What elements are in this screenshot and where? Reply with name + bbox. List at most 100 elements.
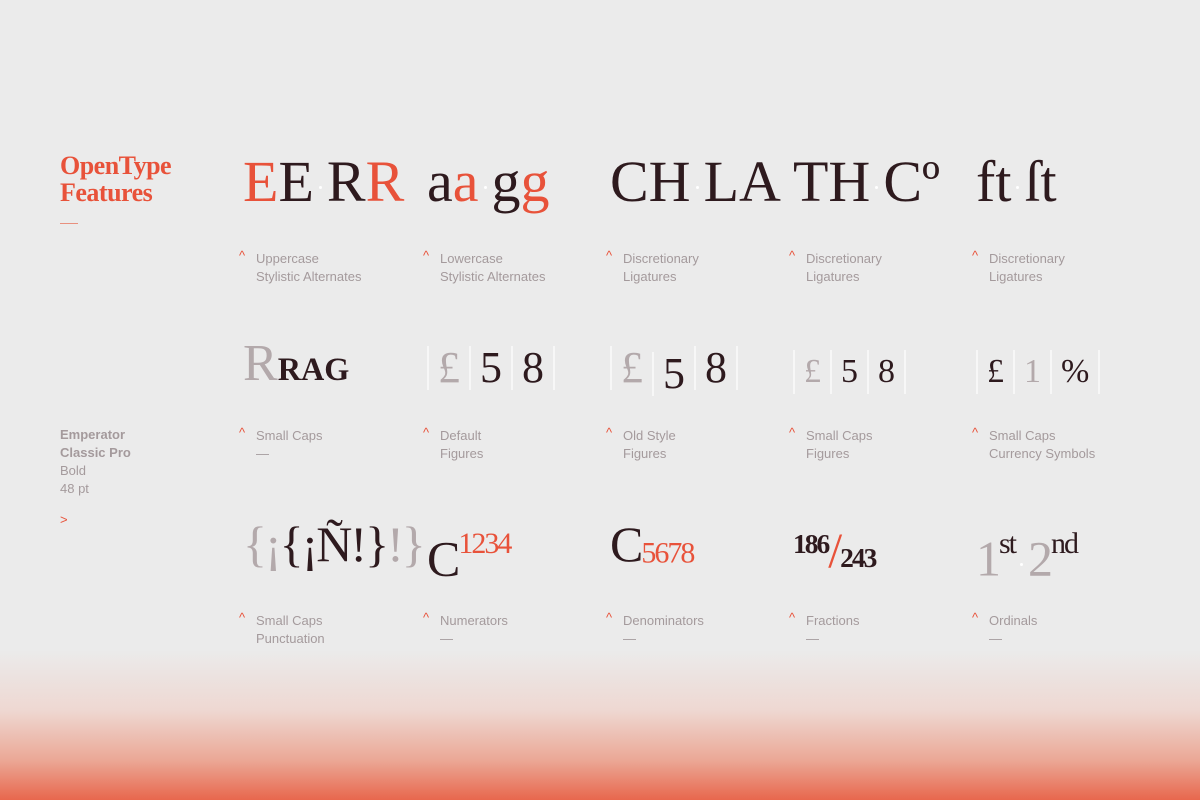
figure-glyph: 8	[511, 346, 555, 390]
glyph: R	[326, 149, 366, 214]
feature-label-line: —	[806, 631, 819, 646]
separator-dot	[1016, 186, 1020, 190]
glyph: R	[365, 149, 405, 214]
caret-up-icon: ^	[239, 425, 246, 440]
figure-glyph: £	[793, 350, 830, 394]
glyph: a	[452, 149, 479, 214]
font-name: Emperator	[60, 427, 126, 442]
glyph: g	[520, 149, 550, 214]
figure-glyph: £	[976, 350, 1013, 394]
glyph-specimen: £5 8	[610, 336, 738, 400]
glyph: RAG	[277, 351, 350, 387]
font-weight: Bold	[60, 463, 87, 478]
glyph-specimen: EE RR	[243, 150, 404, 214]
font-info: Emperator Classic Pro Bold 48 pt	[60, 426, 131, 498]
feature-label: ^ Small Caps Figures	[789, 425, 872, 463]
glyph: TH	[793, 149, 871, 214]
caret-up-icon: ^	[423, 425, 430, 440]
feature-label-line: Ligatures	[989, 269, 1043, 284]
feature-label: ^ Default Figures	[423, 425, 484, 463]
feature-label-line: Denominators	[623, 613, 704, 628]
caret-up-icon: ^	[972, 610, 979, 625]
figure-glyph: 1	[1013, 350, 1050, 394]
feature-label-line: —	[623, 631, 636, 646]
caret-up-icon: ^	[423, 248, 430, 263]
separator-dot	[1020, 562, 1024, 566]
caret-up-icon: ^	[606, 248, 613, 263]
glyph: {¡Ñ!}	[279, 516, 389, 572]
feature-label-line: Figures	[440, 446, 484, 461]
caret-up-icon: ^	[789, 610, 796, 625]
feature-label: ^ Small Caps Punctuation	[239, 610, 325, 648]
caret-up-icon: ^	[972, 248, 979, 263]
feature-label-line: —	[440, 631, 453, 646]
glyph-specimen: {¡{¡Ñ!}!}	[243, 512, 426, 576]
feature-label-line: —	[989, 631, 1002, 646]
feature-label: ^ Denominators —	[606, 610, 704, 648]
feature-label-line: Small Caps	[989, 428, 1056, 443]
glyph-specimen: TH Cº	[793, 150, 940, 214]
feature-label-line: Punctuation	[256, 631, 325, 646]
figure-glyph: £	[610, 346, 652, 390]
figure-glyph: 5	[469, 346, 511, 390]
glyph-specimen: aa gg	[427, 150, 550, 214]
figure-glyph: 5	[652, 352, 694, 396]
feature-label-line: Stylistic Alternates	[440, 269, 546, 284]
caret-up-icon: ^	[972, 425, 979, 440]
feature-label-line: Small Caps	[256, 428, 323, 443]
caret-up-icon: ^	[423, 610, 430, 625]
figure-glyph: 8	[694, 346, 738, 390]
glyph: E	[243, 149, 279, 214]
glyph: 243	[840, 541, 877, 573]
feature-label: ^ Uppercase Stylistic Alternates	[239, 248, 362, 286]
feature-label-line: Lowercase	[440, 251, 503, 266]
glyph-specimen: CH LA	[610, 150, 781, 214]
feature-label: ^ Fractions —	[789, 610, 859, 648]
glyph: a	[427, 149, 453, 214]
feature-label: ^ Lowercase Stylistic Alternates	[423, 248, 546, 286]
caret-up-icon: ^	[789, 248, 796, 263]
caret-up-icon: ^	[789, 425, 796, 440]
feature-label-line: Small Caps	[256, 613, 323, 628]
feature-label-line: Figures	[806, 446, 850, 461]
glyph: 2	[1028, 530, 1053, 587]
glyph-specimen: 1st 2nd	[976, 512, 1079, 591]
feature-label-line: Default	[440, 428, 482, 443]
feature-label-line: Discretionary	[623, 251, 699, 266]
feature-label: ^ Discretionary Ligatures	[972, 248, 1065, 286]
feature-label-line: Ligatures	[623, 269, 677, 284]
feature-label: ^ Small Caps —	[239, 425, 323, 463]
glyph: g	[491, 149, 521, 214]
feature-label: ^ Old Style Figures	[606, 425, 676, 463]
feature-label: ^ Discretionary Ligatures	[789, 248, 882, 286]
figure-glyph: £	[427, 346, 469, 390]
caret-up-icon: ^	[606, 425, 613, 440]
separator-dot	[318, 186, 322, 190]
glyph-specimen: £5 8	[427, 336, 555, 400]
caret-up-icon: ^	[239, 610, 246, 625]
feature-label-line: Currency Symbols	[989, 446, 1096, 461]
figure-glyph: %	[1050, 350, 1101, 394]
feature-label-line: Uppercase	[256, 251, 319, 266]
glyph: LA	[703, 149, 781, 214]
feature-label: ^ Numerators —	[423, 610, 508, 648]
glyph: nd	[1051, 527, 1079, 560]
glyph-specimen: ft ſt	[976, 150, 1057, 214]
caret-up-icon: ^	[606, 610, 613, 625]
next-arrow-icon[interactable]: >	[60, 512, 68, 527]
glyph: 1	[976, 530, 1001, 587]
glyph: Cº	[883, 149, 940, 214]
caret-up-icon: ^	[239, 248, 246, 263]
glyph-specimen: £5 8	[793, 336, 906, 400]
glyph: C	[427, 530, 460, 587]
figure-glyph: 5	[830, 350, 867, 394]
glyph: !}	[387, 516, 426, 572]
separator-dot	[483, 186, 487, 190]
feature-label: ^ Discretionary Ligatures	[606, 248, 699, 286]
font-name: Classic Pro	[60, 445, 131, 460]
separator-dot	[875, 186, 879, 190]
glyph: {¡	[243, 516, 282, 572]
feature-label: ^ Ordinals —	[972, 610, 1037, 648]
feature-label-line: Numerators	[440, 613, 508, 628]
title-divider	[60, 223, 78, 224]
